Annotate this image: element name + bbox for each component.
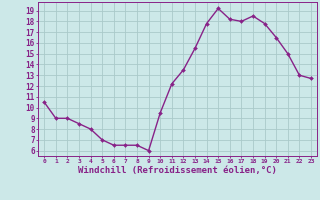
X-axis label: Windchill (Refroidissement éolien,°C): Windchill (Refroidissement éolien,°C): [78, 166, 277, 175]
